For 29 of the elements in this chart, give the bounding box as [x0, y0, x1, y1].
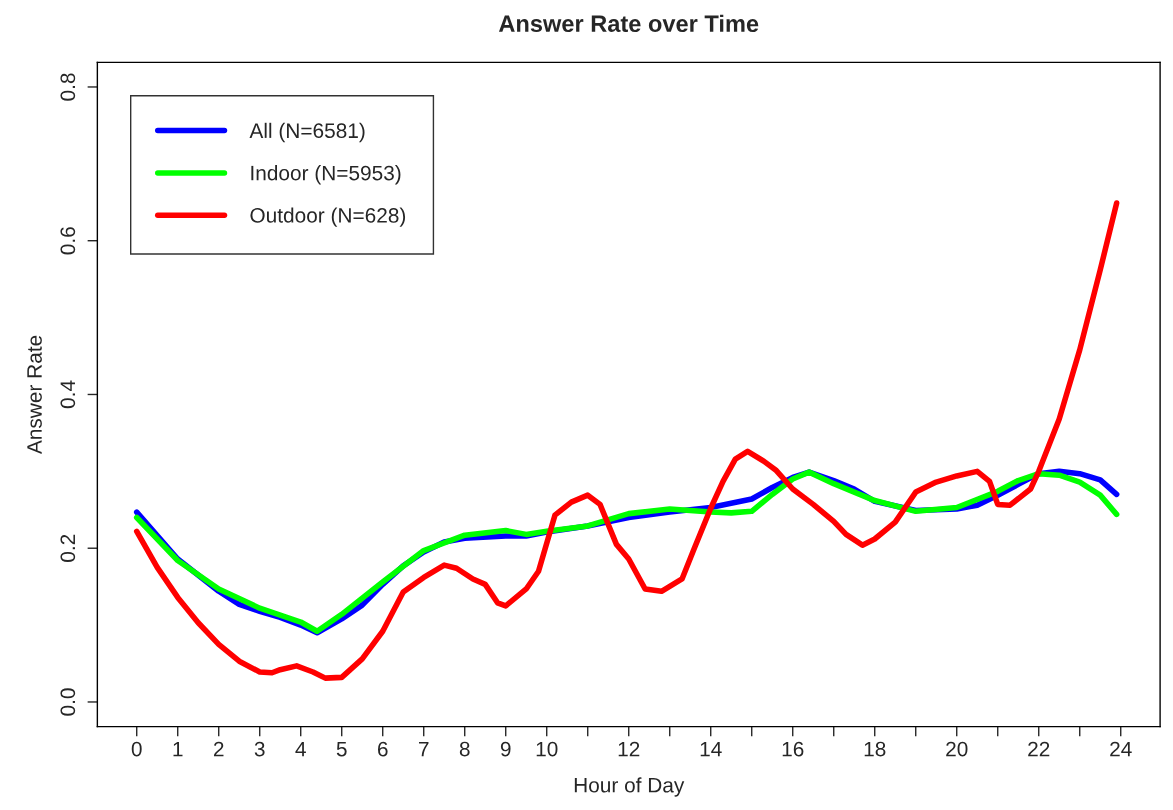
- y-tick-label: 0.8: [60, 73, 76, 101]
- x-tick-label: 18: [864, 741, 886, 757]
- x-tick-label: 12: [618, 741, 640, 757]
- legend-label: All (N=6581): [249, 122, 365, 143]
- x-tick-label: 8: [459, 741, 470, 757]
- legend-label: Outdoor (N=628): [250, 207, 406, 227]
- x-tick-label: 24: [1110, 741, 1132, 757]
- x-tick-label: 22: [1028, 741, 1050, 757]
- x-tick-label: 10: [536, 741, 558, 757]
- x-tick-label: 2: [213, 741, 224, 757]
- x-tick-label: 0: [131, 741, 142, 757]
- x-tick-label: 3: [254, 741, 265, 757]
- x-tick-label: 7: [419, 741, 429, 757]
- x-tick-label: 4: [295, 741, 306, 757]
- y-tick-label: 0.0: [60, 688, 76, 716]
- x-axis-title: Hour of Day: [574, 777, 685, 797]
- y-tick-label: 0.6: [60, 227, 76, 255]
- x-tick-label: 16: [782, 741, 804, 757]
- x-tick-label: 5: [336, 741, 347, 757]
- x-tick-label: 14: [700, 741, 722, 757]
- x-tick-label: 1: [173, 741, 183, 757]
- y-axis-title: Answer Rate: [27, 335, 42, 455]
- chart-title: Answer Rate over Time: [498, 14, 759, 33]
- x-tick-label: 9: [500, 741, 511, 757]
- x-tick-label: 20: [946, 741, 968, 757]
- y-tick-label: 0.2: [60, 534, 76, 562]
- x-tick-label: 6: [377, 741, 388, 757]
- legend-label: Indoor (N=5953): [251, 165, 401, 185]
- y-tick-label: 0.4: [60, 380, 76, 409]
